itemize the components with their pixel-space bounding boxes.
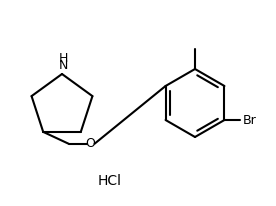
Text: O: O <box>86 137 95 150</box>
Text: H: H <box>58 52 68 65</box>
Text: HCl: HCl <box>98 174 122 188</box>
Text: N: N <box>58 59 68 72</box>
Text: Br: Br <box>242 114 256 126</box>
